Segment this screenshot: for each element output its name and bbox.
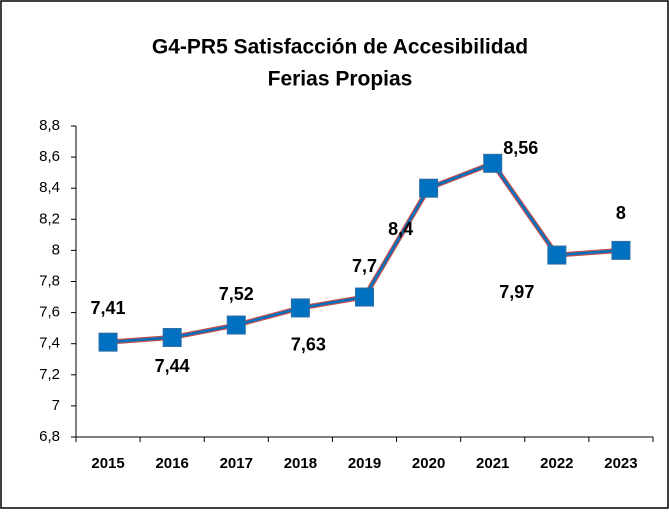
- y-tick-label: 7,6: [39, 304, 60, 321]
- data-label: 7,41: [91, 298, 126, 318]
- x-tick-label: 2022: [540, 455, 573, 472]
- data-label: 7,97: [499, 282, 534, 302]
- data-label: 8: [616, 203, 626, 223]
- y-tick-label: 7,2: [39, 366, 60, 383]
- y-tick-label: 8,8: [39, 117, 60, 134]
- marker: [483, 153, 503, 173]
- x-tick-label: 2018: [284, 455, 317, 472]
- x-tick-label: 2016: [155, 455, 188, 472]
- y-tick-label: 8,2: [39, 210, 60, 227]
- x-tick-label: 2015: [91, 455, 124, 472]
- x-tick-label: 2017: [220, 455, 253, 472]
- data-label: 7,52: [219, 284, 254, 304]
- marker: [226, 315, 246, 335]
- marker: [419, 178, 439, 198]
- y-tick-label: 6,8: [39, 428, 60, 445]
- x-tick-label: 2019: [348, 455, 381, 472]
- y-tick-label: 7,4: [39, 335, 60, 352]
- x-tick-label: 2023: [604, 455, 637, 472]
- y-tick-label: 8,6: [39, 148, 60, 165]
- y-tick-label: 7,8: [39, 272, 60, 289]
- data-label: 8,56: [503, 138, 538, 158]
- marker: [547, 245, 567, 265]
- data-label: 7,63: [291, 335, 326, 355]
- marker: [98, 332, 118, 352]
- y-tick-label: 8: [52, 241, 60, 258]
- y-tick-label: 8,4: [39, 179, 60, 196]
- marker: [611, 240, 631, 260]
- y-tick-label: 7: [52, 397, 60, 414]
- x-tick-label: 2021: [476, 455, 509, 472]
- data-label: 7,44: [155, 356, 190, 376]
- marker: [290, 298, 310, 318]
- chart-title: G4-PR5 Satisfacción de Accesibilidad: [152, 36, 528, 59]
- x-tick-label: 2020: [412, 455, 445, 472]
- marker: [162, 327, 182, 347]
- chart-subtitle: Ferias Propias: [268, 68, 413, 91]
- data-label: 8,4: [388, 219, 413, 239]
- data-label: 7,7: [352, 256, 377, 276]
- marker: [355, 287, 374, 307]
